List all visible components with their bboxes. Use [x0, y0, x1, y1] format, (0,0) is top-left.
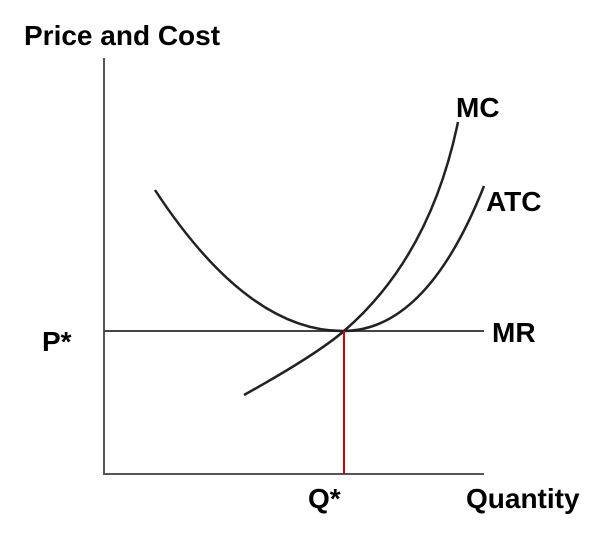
mc-curve	[243, 121, 460, 397]
q-star-label: Q*	[308, 483, 341, 514]
mc-label: MC	[456, 92, 500, 123]
x-axis-label: Quantity	[466, 483, 580, 514]
p-star-label: P*	[42, 326, 72, 357]
mr-label: MR	[492, 317, 536, 348]
atc-curve	[153, 185, 486, 333]
atc-label: ATC	[486, 186, 541, 217]
y-axis-label: Price and Cost	[24, 20, 220, 51]
